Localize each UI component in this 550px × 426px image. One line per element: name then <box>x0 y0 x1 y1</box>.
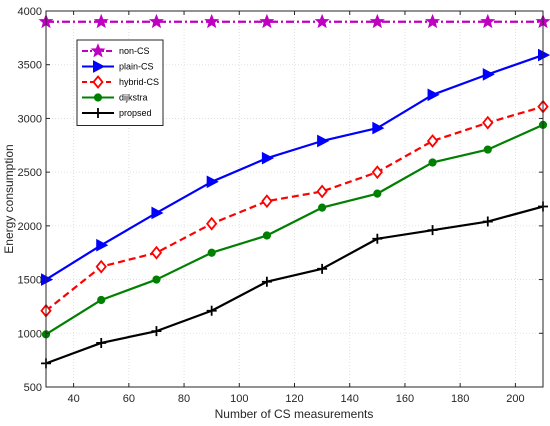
legend-label-non-CS: non-CS <box>119 46 150 56</box>
data-point-plain-CS <box>206 175 219 189</box>
data-point-dijkstra <box>207 248 216 257</box>
x-tick-label: 40 <box>67 393 79 405</box>
data-point-propsed <box>482 216 493 227</box>
legend-marker-non-CS <box>90 43 106 58</box>
data-point-non-CS <box>204 13 220 29</box>
x-tick-label: 80 <box>178 393 190 405</box>
data-point-propsed <box>427 225 438 236</box>
series-line-hybrid-CS <box>45 105 544 312</box>
data-point-dijkstra <box>97 295 106 305</box>
data-point-hybrid-CS <box>316 184 328 199</box>
data-point-dijkstra <box>318 203 327 212</box>
ticks: 40 60 80 100 120 140 160 180 200 500 1000 1500 2000 2… <box>18 6 543 405</box>
data-point-hybrid-CS <box>206 216 218 231</box>
data-point-propsed <box>151 326 162 337</box>
data-point-dijkstra <box>483 145 492 154</box>
legend-label-dijkstra: dijkstra <box>119 93 148 103</box>
data-point-hybrid-CS <box>482 115 494 130</box>
series-plain-CS <box>41 48 550 286</box>
x-tick-label: 180 <box>451 393 469 405</box>
data-point-hybrid-CS <box>261 194 273 209</box>
data-point-plain-CS <box>538 48 550 62</box>
data-point-non-CS <box>93 13 109 29</box>
x-tick-label: 120 <box>285 393 303 405</box>
data-point-non-CS <box>314 13 330 29</box>
data-point-dijkstra <box>428 158 437 167</box>
data-point-non-CS <box>259 13 275 29</box>
data-point-plain-CS <box>261 151 274 165</box>
data-point-hybrid-CS <box>150 245 163 260</box>
data-point-plain-CS <box>151 206 164 220</box>
y-tick-label: 1500 <box>18 275 42 287</box>
data-point-propsed <box>96 337 107 348</box>
series-line-dijkstra <box>45 123 544 336</box>
y-tick-label: 2500 <box>18 167 42 179</box>
legend-marker-dijkstra <box>93 93 103 102</box>
y-tick-label: 4000 <box>18 6 42 18</box>
x-tick-label: 160 <box>396 393 414 405</box>
data-point-propsed <box>206 305 217 316</box>
data-point-plain-CS <box>372 121 385 135</box>
y-axis-label: Energy consumption <box>2 144 16 253</box>
legend-marker-plain-CS <box>93 60 106 73</box>
y-tick-label: 3500 <box>18 60 42 72</box>
x-axis-label: Number of CS measurements <box>215 407 374 421</box>
data-point-dijkstra <box>373 189 382 198</box>
legend-marker-propsed <box>93 108 103 118</box>
data-point-plain-CS <box>317 134 330 148</box>
data-point-dijkstra <box>152 275 161 284</box>
data-point-non-CS <box>369 13 385 29</box>
legend: non-CS plain-CS hybrid-CS dijkstra propsed <box>76 39 164 126</box>
y-tick-label: 500 <box>24 382 42 394</box>
x-tick-label: 100 <box>230 393 248 405</box>
x-tick-label: 140 <box>341 393 359 405</box>
data-point-non-CS <box>425 13 441 29</box>
data-point-propsed <box>372 233 383 244</box>
series-dijkstra <box>41 120 548 339</box>
y-tick-label: 3000 <box>18 113 42 125</box>
data-point-non-CS <box>148 13 164 29</box>
legend-label-plain-CS: plain-CS <box>119 62 154 72</box>
series-line-plain-CS <box>45 54 544 281</box>
data-point-hybrid-CS <box>371 165 383 180</box>
data-point-plain-CS <box>427 88 440 102</box>
y-tick-label: 1000 <box>18 328 42 340</box>
data-point-hybrid-CS <box>426 134 439 148</box>
data-point-plain-CS <box>96 238 109 252</box>
legend-label-propsed: propsed <box>119 108 152 118</box>
legend-label-hybrid-CS: hybrid-CS <box>119 77 159 87</box>
legend-marker-hybrid-CS <box>92 75 104 89</box>
data-point-propsed <box>317 263 328 274</box>
data-point-dijkstra <box>262 231 271 240</box>
data-point-propsed <box>261 276 272 287</box>
x-tick-label: 60 <box>123 393 135 405</box>
series-line-propsed <box>45 205 544 365</box>
y-tick-label: 2000 <box>18 221 42 233</box>
data-point-plain-CS <box>482 68 495 81</box>
x-tick-label: 200 <box>506 393 524 405</box>
data-point-hybrid-CS <box>95 259 107 274</box>
data-point-non-CS <box>480 13 496 29</box>
